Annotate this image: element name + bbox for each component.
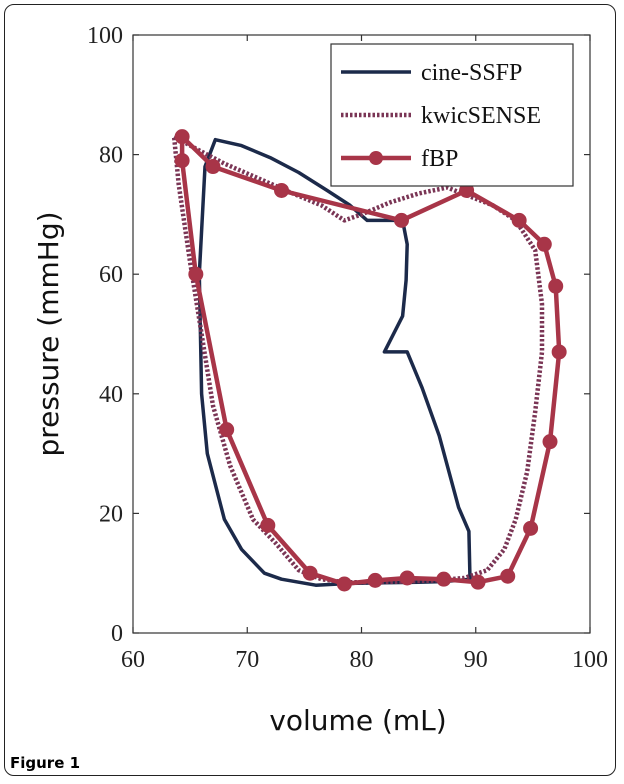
data-point bbox=[302, 565, 318, 581]
data-point bbox=[436, 571, 452, 587]
data-point bbox=[260, 517, 276, 533]
y-tick-label: 20 bbox=[99, 501, 123, 527]
data-point bbox=[542, 434, 558, 450]
y-axis-label: pressure (mmHg) bbox=[32, 211, 65, 456]
series-line-cine-ssfp bbox=[197, 137, 472, 587]
x-tick-label: 70 bbox=[235, 647, 259, 673]
figure-caption: Figure 1 bbox=[10, 754, 81, 772]
data-point bbox=[367, 572, 383, 588]
data-point bbox=[511, 212, 527, 228]
data-point bbox=[551, 344, 567, 360]
x-tick-label: 90 bbox=[464, 647, 488, 673]
legend-label-cine-ssfp: cine-SSFP bbox=[421, 60, 522, 86]
legend-label-kwicsense: kwicSENSE bbox=[421, 103, 541, 129]
legend-marker bbox=[369, 151, 383, 165]
data-point bbox=[188, 266, 204, 282]
data-point bbox=[274, 182, 290, 198]
y-tick-label: 100 bbox=[87, 23, 123, 49]
x-tick-label: 60 bbox=[121, 647, 145, 673]
data-point bbox=[399, 570, 415, 586]
data-point bbox=[523, 520, 539, 536]
legend-label-fbp: fBP bbox=[421, 146, 458, 172]
series-line-kwicsense bbox=[171, 134, 545, 585]
data-point bbox=[536, 236, 552, 252]
data-point bbox=[393, 212, 409, 228]
x-tick-label: 80 bbox=[350, 647, 374, 673]
y-tick-label: 40 bbox=[99, 382, 123, 408]
series-layer bbox=[171, 129, 567, 592]
y-tick-label: 80 bbox=[99, 143, 123, 169]
data-point bbox=[500, 568, 516, 584]
data-point bbox=[548, 278, 564, 294]
x-tick-label: 100 bbox=[572, 647, 608, 673]
data-point bbox=[205, 159, 221, 175]
data-point bbox=[174, 153, 190, 169]
series-line-fbp bbox=[179, 134, 562, 587]
legend: cine-SSFP kwicSENSE fBP bbox=[330, 43, 574, 187]
data-point bbox=[470, 574, 486, 590]
y-tick-label: 60 bbox=[99, 262, 123, 288]
axes-layer: 60 70 80 90 100 0 20 40 60 80 100 bbox=[87, 23, 608, 673]
data-point bbox=[336, 576, 352, 592]
x-axis-label: volume (mL) bbox=[269, 704, 446, 737]
data-point bbox=[219, 422, 235, 438]
y-tick-label: 0 bbox=[111, 621, 123, 647]
data-point bbox=[174, 129, 190, 145]
